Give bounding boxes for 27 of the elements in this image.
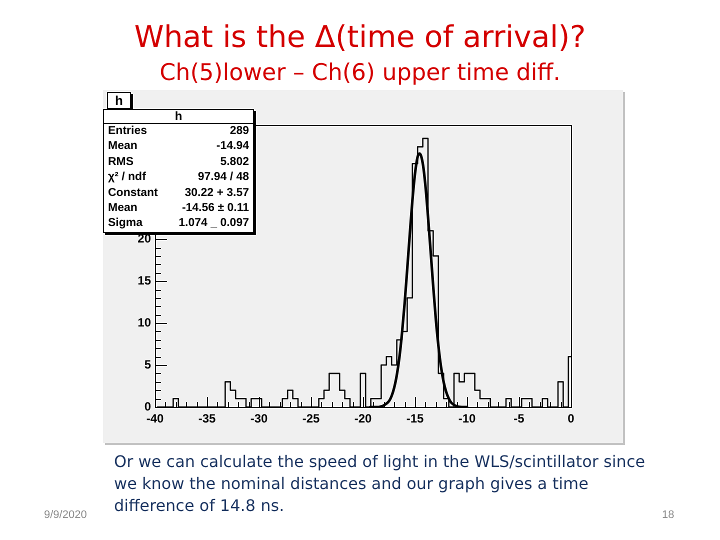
text: Entries 289	[108, 125, 249, 137]
x-tick-label: -40	[146, 412, 164, 426]
x-tick-label: -15	[406, 412, 424, 426]
text: Sigma 1.074 _ 0.097	[108, 217, 249, 230]
text: Or we can calculate the speed of light in the WLS/scintillator since we know the nominal distances and our graph gives a time difference of 14.8 ns.	[114, 451, 646, 517]
text: Mean -14.94	[108, 140, 249, 152]
x-tick-label: -35	[198, 412, 216, 426]
x-tick-label: -30	[250, 412, 268, 426]
text: 9/9/2020	[44, 509, 87, 521]
x-tick-label: -10	[458, 412, 476, 426]
x-tick-label: -20	[354, 412, 372, 426]
y-tick-label: 15	[138, 273, 152, 288]
text: Constant 30.22 + 3.57	[108, 186, 249, 199]
x-tick-label: -25	[302, 412, 320, 426]
x-tick-label: 0	[568, 412, 575, 426]
chart-title: What is the Δ(time of arrival)?	[133, 20, 587, 55]
text: RMS 5.802	[108, 156, 249, 168]
y-tick-label: 0	[144, 399, 152, 414]
y-tick-label: 5	[144, 357, 152, 372]
y-tick-label: 10	[138, 315, 152, 330]
text: 18	[662, 509, 674, 521]
x-tick-label: -5	[514, 412, 525, 426]
chart-subtitle: Ch(5)lower – Ch(6) upper time diff.	[158, 59, 562, 87]
text: h	[104, 109, 253, 124]
text: Mean -14.56 ± 0.11	[108, 202, 249, 214]
text: χ² / ndf 97.94 / 48	[108, 171, 249, 184]
text: h	[107, 92, 131, 109]
